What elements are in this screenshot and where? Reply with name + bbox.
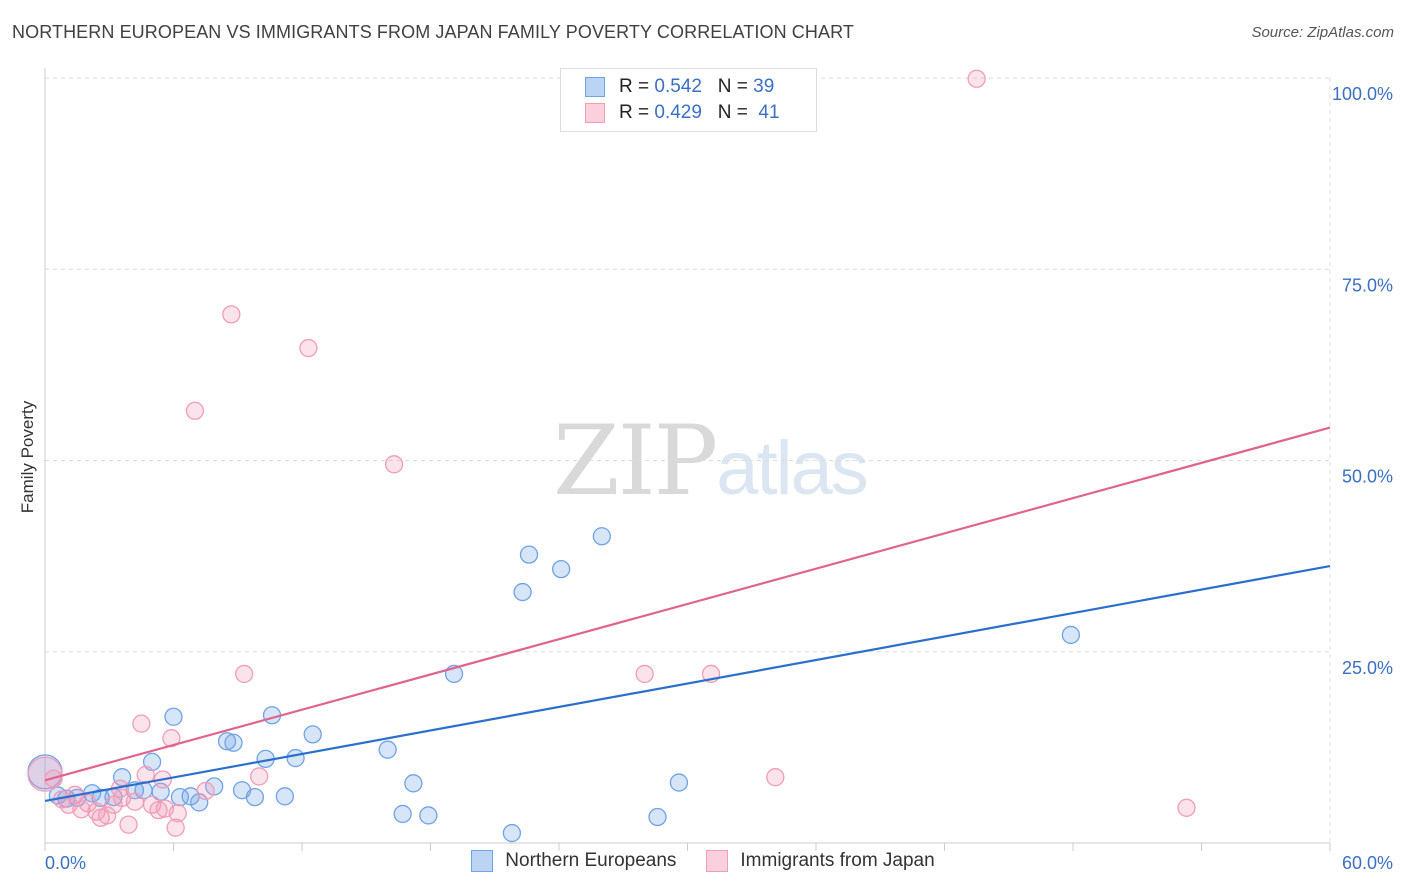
- immigrants-from-japan-point: [196, 781, 215, 801]
- blue-swatch-icon: [471, 850, 494, 872]
- northern-europeans-trend-line: [44, 564, 1331, 803]
- northern-europeans-point: [519, 545, 539, 564]
- immigrants-from-japan-point: [97, 806, 117, 825]
- northern-europeans-point: [378, 740, 397, 759]
- watermark: ZIPatlas: [553, 405, 869, 517]
- northern-europeans-point: [190, 793, 209, 812]
- immigrants-from-japan-point: [119, 815, 138, 834]
- immigrants-from-japan-point: [125, 792, 145, 811]
- immigrants-from-japan-point: [166, 818, 185, 837]
- immigrants-from-japan-point: [967, 69, 986, 88]
- northern-europeans-point: [393, 804, 412, 824]
- northern-europeans-point: [648, 807, 667, 827]
- northern-europeans-point: [404, 774, 423, 793]
- northern-europeans-point: [275, 787, 295, 806]
- legend-label: Northern Europeans: [505, 850, 677, 871]
- northern-europeans-point: [419, 806, 438, 825]
- immigrants-from-japan-trend-line: [44, 426, 1331, 782]
- northern-europeans-point: [164, 707, 183, 726]
- pink-swatch-icon: [706, 850, 729, 872]
- y-tick-label: 50.0%: [1342, 467, 1393, 487]
- pink-swatch-icon: [585, 103, 605, 123]
- immigrants-from-japan-point: [27, 756, 63, 792]
- watermark-zip: ZIP: [553, 405, 718, 517]
- y-tick-label: 75.0%: [1342, 275, 1393, 295]
- x-tick-label: 0.0%: [45, 853, 86, 873]
- blue-swatch-icon: [585, 77, 605, 97]
- immigrants-from-japan-point: [250, 767, 269, 786]
- northern-europeans-point: [669, 773, 689, 792]
- stats-legend-row-immigrants-from-japan: R = 0.429 N = 41: [585, 101, 780, 125]
- stats-legend-row-northern-europeans: R = 0.542 N = 39: [585, 75, 774, 99]
- x-tick-label: 60.0%: [1342, 853, 1393, 873]
- legend-label: Immigrants from Japan: [740, 850, 935, 871]
- r-value: 0.429: [654, 102, 702, 123]
- immigrants-from-japan-point: [299, 338, 318, 358]
- northern-europeans-point: [303, 725, 322, 744]
- r-value: 0.542: [654, 76, 702, 97]
- northern-europeans-point: [286, 748, 305, 768]
- immigrants-from-japan-point: [222, 305, 241, 324]
- immigrants-from-japan-point: [384, 455, 404, 474]
- northern-europeans-point: [205, 777, 224, 796]
- immigrants-from-japan-point: [149, 800, 168, 820]
- northern-europeans-point: [513, 582, 532, 602]
- immigrants-from-japan-point: [766, 768, 785, 787]
- stats-legend: R = 0.542 N = 39 R = 0.429 N = 41: [560, 68, 817, 132]
- immigrants-from-japan-point: [168, 804, 187, 823]
- immigrants-from-japan-point: [132, 714, 151, 733]
- y-tick-label: 25.0%: [1342, 658, 1393, 678]
- northern-europeans-point: [1061, 625, 1081, 645]
- northern-europeans-point: [112, 768, 132, 787]
- watermark-atlas: atlas: [716, 426, 869, 511]
- northern-europeans-point: [245, 787, 265, 807]
- northern-europeans-point: [224, 733, 243, 752]
- y-tick-label: 100.0%: [1332, 84, 1393, 104]
- northern-europeans-point: [592, 527, 611, 546]
- source-label: Source: ZipAtlas.com: [1251, 24, 1394, 41]
- n-value: 41: [758, 102, 780, 123]
- immigrants-from-japan-point: [1177, 798, 1196, 817]
- northern-europeans-point: [551, 559, 571, 579]
- immigrants-from-japan-point: [635, 664, 654, 684]
- northern-europeans-point: [217, 732, 237, 751]
- chart-title: NORTHERN EUROPEAN VS IMMIGRANTS FROM JAP…: [12, 22, 854, 42]
- immigrants-from-japan-point: [185, 401, 205, 420]
- legend-item-northern-europeans: Northern Europeans: [471, 850, 676, 872]
- northern-europeans-point: [502, 823, 522, 843]
- immigrants-from-japan-point: [235, 664, 254, 684]
- legend-item-immigrants-from-japan: Immigrants from Japan: [706, 850, 935, 872]
- n-value: 39: [753, 76, 775, 97]
- series-legend: Northern Europeans Immigrants from Japan: [0, 850, 1406, 872]
